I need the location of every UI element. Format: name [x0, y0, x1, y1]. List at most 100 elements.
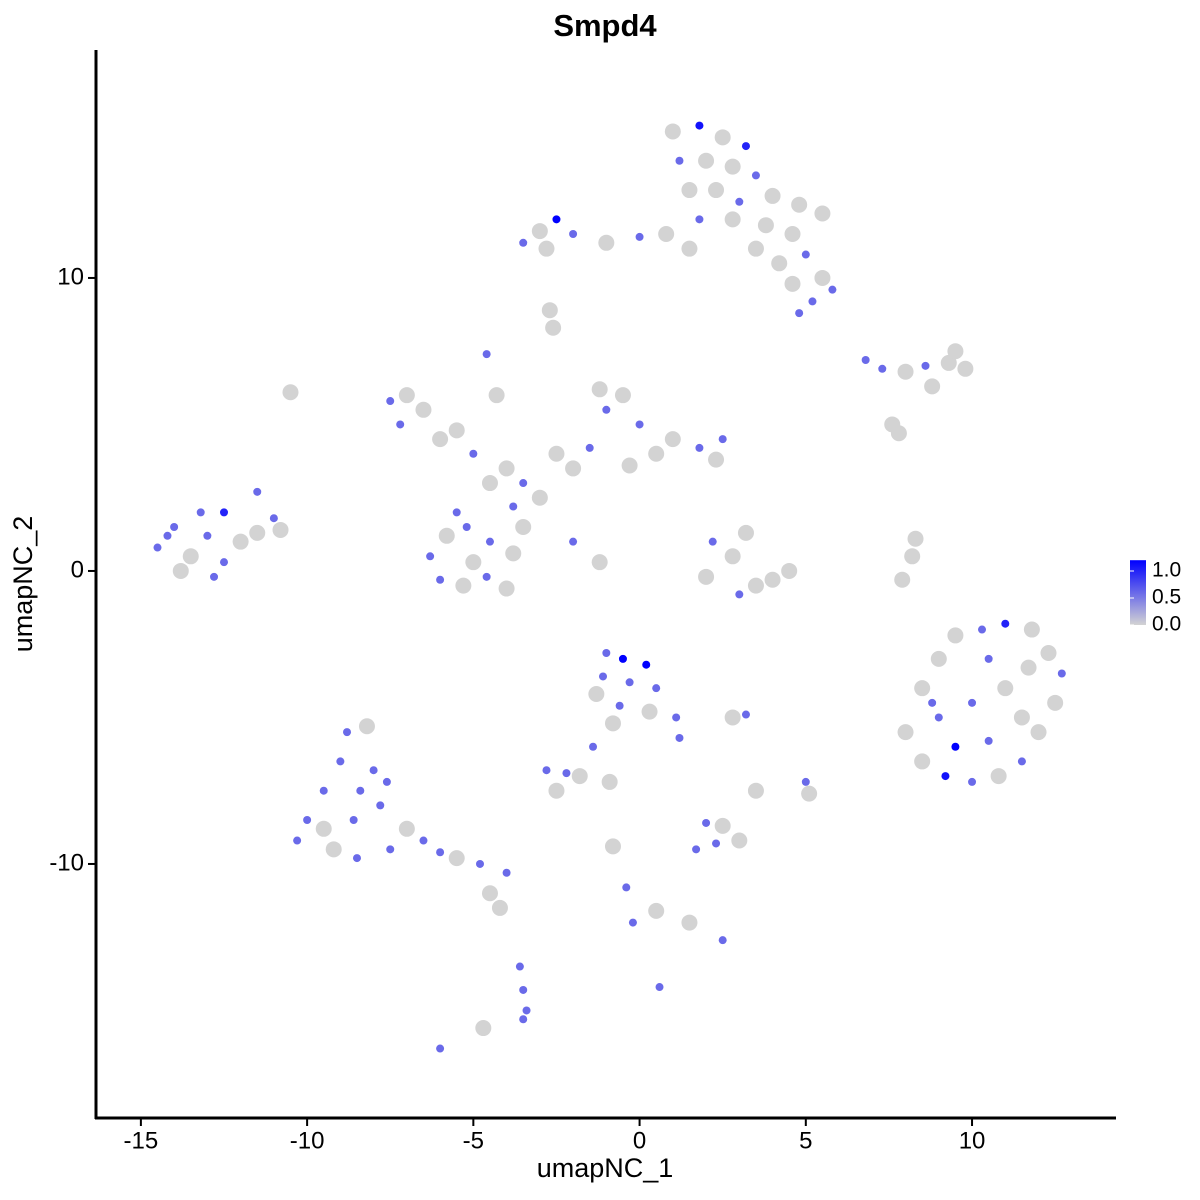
point: [172, 562, 189, 579]
point: [170, 523, 179, 532]
point: [747, 240, 764, 257]
point: [542, 766, 551, 775]
point: [1040, 645, 1057, 662]
point: [724, 211, 741, 228]
point: [990, 768, 1007, 785]
point: [635, 232, 644, 241]
point: [801, 777, 810, 786]
point: [635, 420, 644, 429]
point: [396, 420, 405, 429]
point: [598, 234, 615, 251]
point: [664, 431, 681, 448]
point: [714, 129, 731, 146]
point: [509, 502, 518, 511]
point: [519, 985, 528, 994]
point: [814, 269, 831, 286]
point: [448, 422, 465, 439]
point: [182, 548, 199, 565]
point: [505, 545, 522, 562]
point: [196, 508, 205, 517]
point: [781, 562, 798, 579]
point: [219, 508, 228, 517]
point: [801, 250, 810, 259]
point: [569, 230, 578, 239]
point: [436, 848, 445, 857]
point: [675, 733, 684, 742]
point: [947, 343, 964, 360]
point: [415, 401, 432, 418]
point: [702, 818, 711, 827]
point: [531, 223, 548, 240]
x-axis-label: umapNC_1: [537, 1153, 674, 1183]
point: [714, 817, 731, 834]
x-tick-label: 10: [959, 1127, 986, 1154]
point: [984, 736, 993, 745]
point: [708, 182, 725, 199]
point: [602, 649, 611, 658]
y-tick-label: 10: [57, 263, 84, 290]
point: [735, 197, 744, 206]
point: [984, 654, 993, 663]
point: [757, 217, 774, 234]
point: [203, 531, 212, 540]
points: [153, 121, 1066, 1053]
point: [386, 845, 395, 854]
point: [861, 355, 870, 364]
point: [591, 554, 608, 571]
point: [951, 742, 960, 751]
colorbar-tick-label: 1.0: [1152, 559, 1181, 582]
chart-title: Smpd4: [553, 8, 657, 43]
point: [163, 531, 172, 540]
point: [531, 489, 548, 506]
colorbar-tick-label: 0.0: [1152, 613, 1181, 636]
point: [658, 226, 675, 243]
point: [655, 983, 664, 992]
point: [928, 698, 937, 707]
point: [469, 449, 478, 458]
point: [1047, 694, 1064, 711]
point: [947, 627, 964, 644]
point: [618, 654, 627, 663]
point: [515, 962, 524, 971]
x-tick-label: -5: [463, 1127, 484, 1154]
point: [585, 443, 594, 452]
point: [565, 460, 582, 477]
point: [475, 859, 484, 868]
point: [968, 777, 977, 786]
point: [325, 841, 342, 858]
x-tick-label: -10: [290, 1127, 325, 1154]
point: [448, 850, 465, 867]
point: [614, 387, 631, 404]
point: [426, 552, 435, 561]
point: [398, 387, 415, 404]
point: [747, 577, 764, 594]
point: [695, 121, 704, 130]
point: [801, 785, 818, 802]
point: [602, 405, 611, 414]
point: [336, 757, 345, 766]
point: [382, 777, 391, 786]
point: [436, 575, 445, 584]
point: [718, 435, 727, 444]
point: [625, 678, 634, 687]
point: [452, 508, 461, 517]
point: [814, 205, 831, 222]
point: [764, 187, 781, 204]
point: [548, 445, 565, 462]
point: [924, 378, 941, 395]
point: [914, 753, 931, 770]
point: [747, 782, 764, 799]
point: [737, 524, 754, 541]
point: [712, 839, 721, 848]
point: [552, 215, 561, 224]
point: [293, 836, 302, 845]
point: [724, 158, 741, 175]
point: [432, 431, 449, 448]
point: [588, 686, 605, 703]
point: [921, 361, 930, 370]
point: [698, 152, 715, 169]
point: [282, 384, 299, 401]
point: [997, 680, 1014, 697]
point: [303, 816, 312, 825]
point: [642, 660, 651, 669]
